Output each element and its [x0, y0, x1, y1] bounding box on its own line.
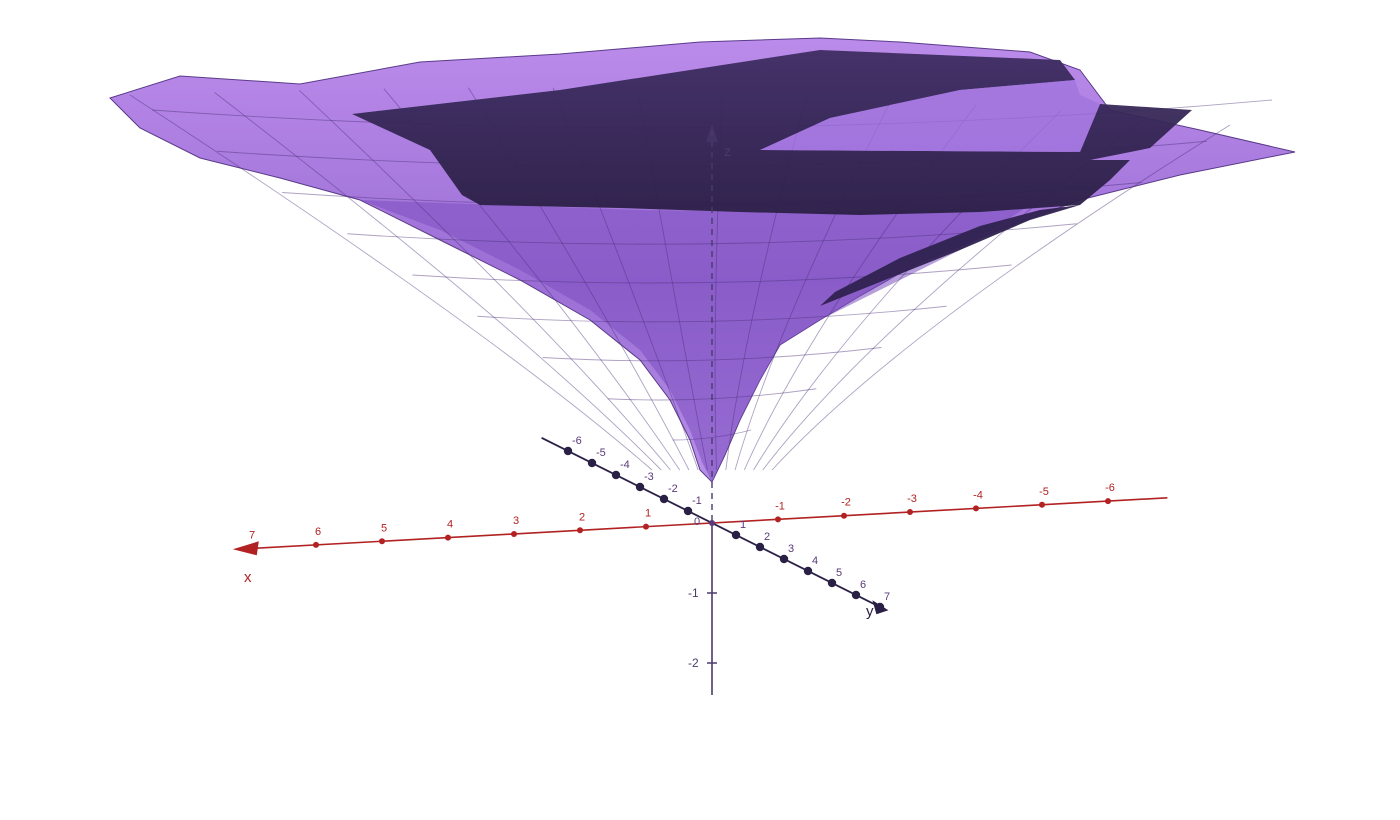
- y-tick-label: -6: [572, 435, 582, 447]
- x-tick-mark: [577, 527, 583, 534]
- x-tick-mark: [247, 545, 253, 552]
- y-axis-label: y: [866, 603, 874, 620]
- y-tick-label: -2: [668, 483, 678, 495]
- x-tick-label: 6: [315, 526, 321, 538]
- y-tick-mark: [851, 590, 861, 600]
- y-tick-mark: [803, 566, 813, 576]
- x-tick-mark: [379, 538, 385, 545]
- y-tick-label: 5: [836, 567, 842, 579]
- z-axis-label: z: [724, 143, 731, 159]
- x-tick-label: -4: [973, 489, 983, 501]
- plane-band-top-light: [760, 80, 1100, 152]
- y-tick-label: -1: [692, 495, 702, 507]
- y-tick-label: 2: [764, 531, 770, 543]
- x-tick-label: 4: [447, 519, 453, 531]
- x-tick-mark: [973, 505, 979, 512]
- y-tick-label: -4: [620, 459, 630, 471]
- mesh-line: [412, 264, 1012, 284]
- x-tick-mark: [511, 530, 517, 537]
- y-tick-label: 6: [860, 579, 866, 591]
- x-axis-label: x: [244, 569, 252, 586]
- origin-label: 0: [694, 516, 700, 528]
- funnel-inner-shade: [360, 200, 1030, 482]
- x-tick-mark: [445, 534, 451, 541]
- y-tick-label: -5: [596, 447, 606, 459]
- x-tick-mark: [907, 509, 913, 516]
- x-tick-label: -1: [775, 500, 785, 512]
- x-tick-label: 2: [579, 511, 585, 523]
- x-tick-mark: [841, 512, 847, 519]
- y-tick-label: 4: [812, 555, 818, 567]
- y-tick-label: 7: [884, 591, 890, 603]
- origin-point: [709, 520, 715, 526]
- y-tick-mark: [683, 506, 693, 516]
- x-tick-label: -5: [1039, 486, 1049, 498]
- mesh-line: [214, 92, 662, 471]
- x-tick-mark: [1039, 501, 1045, 508]
- mesh-line: [298, 89, 671, 471]
- y-tick-mark: [731, 530, 741, 540]
- y-tick-mark: [755, 542, 765, 552]
- y-tick-mark: [875, 602, 885, 612]
- x-tick-mark: [643, 523, 649, 530]
- x-tick-label: -3: [907, 493, 917, 505]
- z-tick-label: -2: [688, 656, 699, 670]
- x-tick-mark: [1105, 498, 1111, 505]
- plane-band-surface: [352, 50, 1192, 215]
- y-tick-mark: [659, 494, 669, 504]
- mesh-line: [672, 429, 752, 441]
- y-tick-mark: [779, 554, 789, 564]
- x-tick-label: 3: [513, 515, 519, 527]
- y-tick-mark: [563, 446, 573, 456]
- x-tick-label: -6: [1105, 482, 1115, 494]
- y-tick-label: -3: [644, 471, 654, 483]
- x-tick-label: 7: [249, 530, 255, 542]
- y-tick-label: 1: [740, 519, 746, 531]
- x-axis-arrow: [232, 541, 259, 556]
- mesh-line: [542, 347, 882, 362]
- x-tick-mark: [313, 541, 319, 548]
- z-axis-arrow: [706, 124, 718, 142]
- x-tick-mark: [775, 516, 781, 523]
- y-tick-mark: [587, 458, 597, 468]
- mesh-line: [771, 124, 1231, 471]
- x-tick-label: 5: [381, 522, 387, 534]
- y-tick-mark: [635, 482, 645, 492]
- x-tick-label: -2: [841, 497, 851, 509]
- x-tick-label: 1: [645, 508, 651, 520]
- y-tick-mark: [611, 470, 621, 480]
- z-tick-label: -1: [688, 586, 699, 600]
- y-tick-label: 3: [788, 543, 794, 555]
- y-tick-mark: [827, 578, 837, 588]
- x-axis-line: [236, 497, 1168, 551]
- mesh-line: [129, 94, 653, 471]
